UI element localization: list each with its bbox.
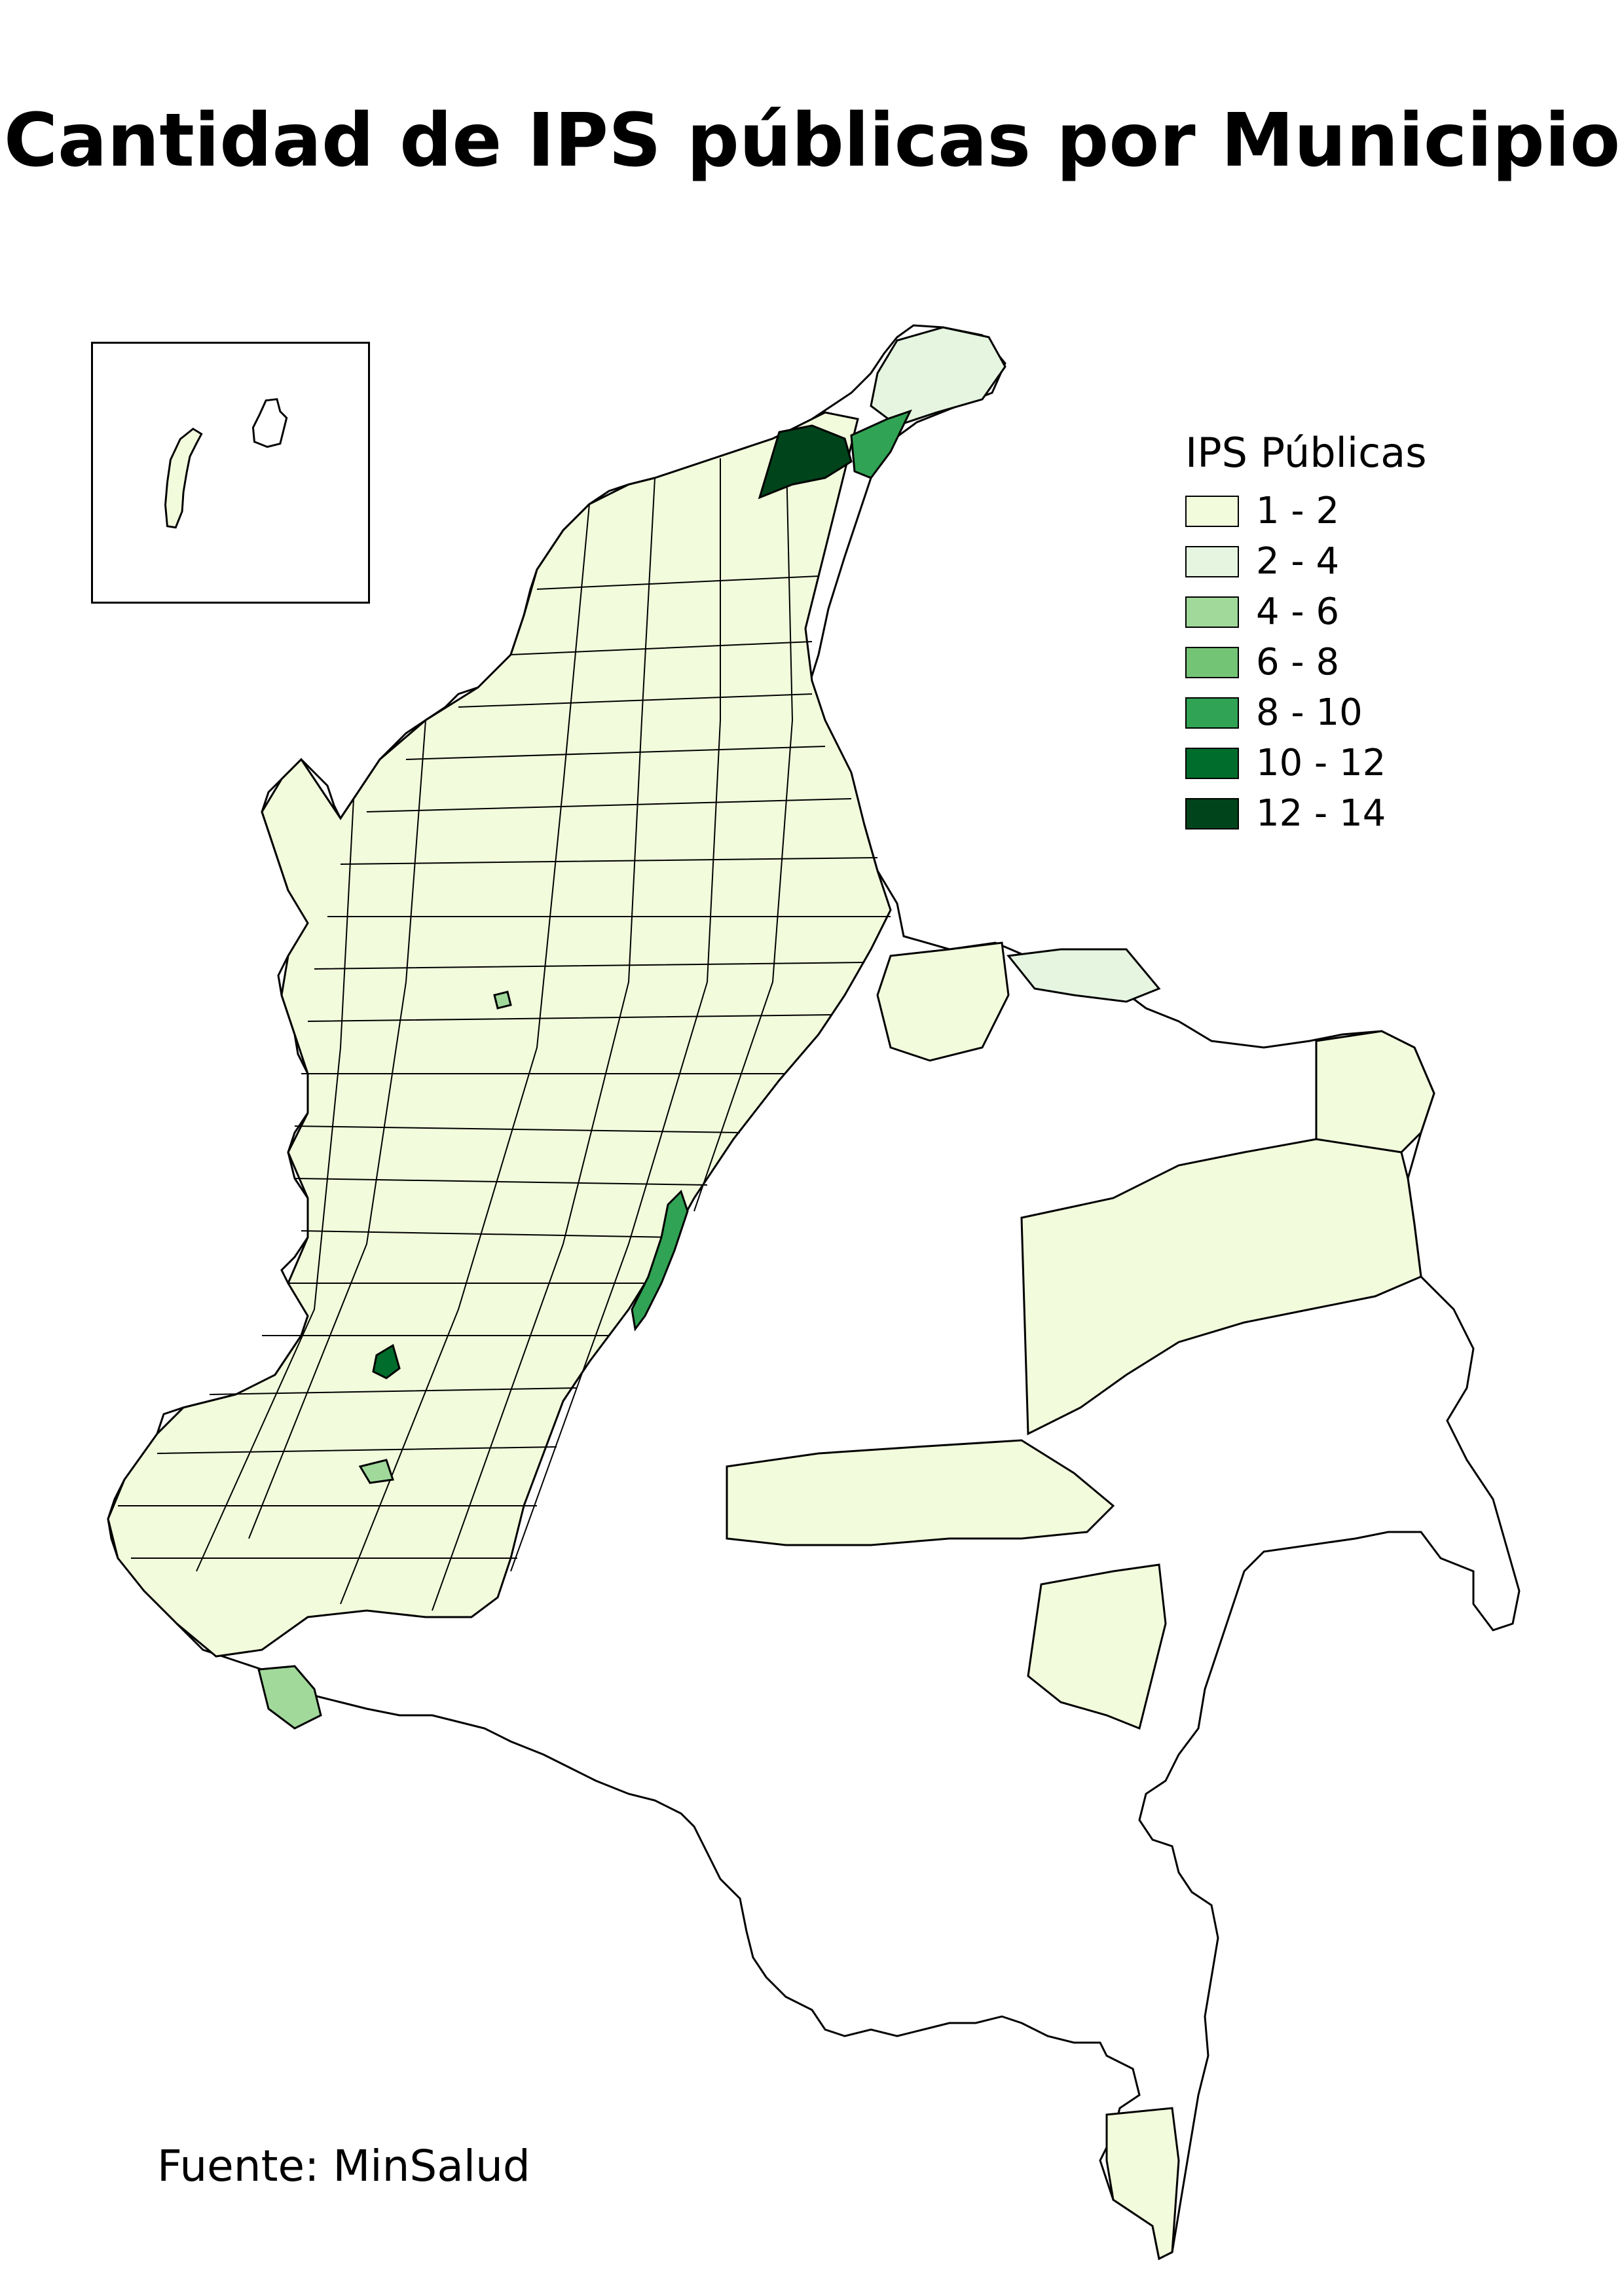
region-vichada-part	[1315, 1030, 1435, 1154]
legend-item: 1 - 2	[1185, 486, 1427, 536]
legend-title: IPS Públicas	[1185, 429, 1427, 477]
municipality-4-6-cauca	[358, 1459, 394, 1484]
municipality-8-10-tolima	[631, 1190, 689, 1332]
legend-swatch	[1185, 646, 1239, 678]
region-guainia-part	[1027, 1563, 1167, 1730]
san-andres-inset	[91, 342, 370, 604]
legend-label: 2 - 4	[1256, 540, 1340, 583]
legend-label: 6 - 8	[1256, 641, 1340, 683]
legend-item: 4 - 6	[1185, 587, 1427, 637]
legend-item: 10 - 12	[1185, 738, 1427, 788]
legend-label: 10 - 12	[1256, 742, 1386, 784]
legend-item: 8 - 10	[1185, 687, 1427, 738]
map-legend: IPS Públicas 1 - 2 2 - 4 4 - 6 6 - 8 8 - 10 1…	[1185, 429, 1427, 839]
legend-item: 6 - 8	[1185, 637, 1427, 687]
legend-swatch	[1185, 697, 1239, 729]
region-vichada-large	[1020, 1138, 1422, 1436]
legend-swatch	[1185, 797, 1239, 829]
legend-label: 12 - 14	[1256, 792, 1386, 835]
providencia-island	[251, 398, 288, 448]
region-meta-band	[726, 1439, 1115, 1546]
region-guajira-north	[870, 326, 1006, 427]
municipality-12-14	[758, 424, 853, 500]
municipality-10-12	[372, 1343, 401, 1379]
region-amazonas-tip	[1105, 2107, 1180, 2261]
legend-swatch	[1185, 495, 1239, 527]
region-andean-caribbean	[107, 411, 892, 1658]
region-arauca	[876, 941, 1010, 1062]
legend-swatch	[1185, 596, 1239, 628]
san-andres-island	[164, 428, 203, 529]
legend-item: 12 - 14	[1185, 788, 1427, 839]
municipality-4-6-antioquia	[493, 991, 512, 1010]
legend-label: 4 - 6	[1256, 591, 1340, 633]
municipality-4-6-narino	[257, 1665, 322, 1730]
municipality-8-10-guajira	[850, 409, 912, 479]
source-note: Fuente: MinSalud	[157, 2141, 530, 2191]
legend-swatch	[1185, 545, 1239, 577]
region-arauca-2-4	[1006, 948, 1161, 1003]
legend-label: 8 - 10	[1256, 691, 1363, 734]
municipality-boundaries	[118, 435, 891, 1611]
legend-label: 1 - 2	[1256, 490, 1340, 532]
map-title: Cantidad de IPS públicas por Municipio	[3, 98, 1621, 183]
legend-item: 2 - 4	[1185, 536, 1427, 587]
legend-swatch	[1185, 747, 1239, 779]
